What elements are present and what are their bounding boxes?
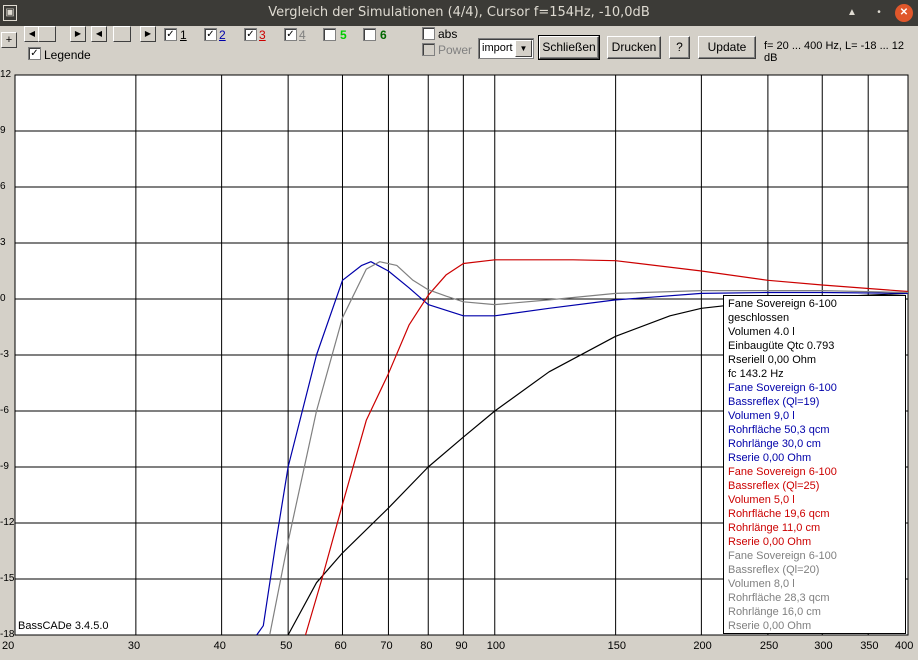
- legend-line: Fane Sovereign 6-100: [728, 550, 837, 562]
- x-tick-label: 70: [380, 640, 393, 652]
- legend-line: Volumen 4.0 l: [728, 326, 795, 338]
- series-2-label: 2: [219, 28, 226, 42]
- chevron-down-icon[interactable]: ▼: [515, 40, 532, 57]
- series-5-label: 5: [340, 28, 347, 42]
- series-1-checkbox[interactable]: ✓: [164, 28, 177, 41]
- x-tick-label: 90: [455, 640, 468, 652]
- y-tick-label: -12: [0, 517, 15, 528]
- step-left-icon[interactable]: ◀: [91, 26, 107, 42]
- legend-line: Einbaugüte Qtc 0.793: [728, 340, 835, 352]
- y-tick-label: -18: [0, 629, 15, 640]
- legend-line: Volumen 8,0 l: [728, 578, 795, 590]
- legend-line: Rohrlänge 30,0 cm: [728, 438, 821, 450]
- series-5-checkbox[interactable]: [323, 28, 336, 41]
- power-checkbox[interactable]: [422, 43, 435, 56]
- y-tick-label: -15: [0, 573, 15, 584]
- x-tick-label: 20: [2, 640, 15, 652]
- legend-line: Bassreflex (Ql=25): [728, 480, 820, 492]
- close-button[interactable]: Schließen: [538, 35, 600, 60]
- print-button[interactable]: Drucken: [607, 36, 661, 59]
- legend-box: Fane Sovereign 6-100 geschlossen Volumen 4…: [723, 295, 906, 634]
- x-tick-label: 250: [759, 640, 779, 652]
- legend-line: Rohrlänge 16,0 cm: [728, 606, 821, 618]
- x-tick-label: 300: [814, 640, 833, 652]
- legend-line: Bassreflex (Ql=19): [728, 396, 820, 408]
- legend-line: geschlossen: [728, 312, 790, 324]
- restore-icon[interactable]: •: [877, 7, 881, 18]
- y-tick-label: -9: [0, 461, 9, 472]
- series-6-label: 6: [380, 28, 387, 42]
- legend-line: Rohrlänge 11,0 cm: [728, 522, 821, 534]
- legend-line: Rohrfläche 28,3 qcm: [728, 592, 830, 604]
- range-info: f= 20 ... 400 Hz, L= -18 ... 12 dB: [764, 40, 905, 64]
- legend-line: Rseriell 0,00 Ohm: [728, 354, 817, 366]
- import-select[interactable]: import ▼: [478, 38, 534, 59]
- window-title: Vergleich der Simulationen (4/4), Cursor…: [268, 5, 650, 20]
- series-6-checkbox[interactable]: [363, 28, 376, 41]
- version-label: BassCADe 3.4.5.0: [18, 620, 109, 632]
- legend-line: Rohrfläche 50,3 qcm: [728, 424, 830, 436]
- legende-label: Legende: [44, 48, 91, 62]
- power-label: Power: [438, 43, 473, 57]
- legende-checkbox[interactable]: ✓: [28, 47, 41, 60]
- close-icon[interactable]: ✕: [895, 4, 913, 22]
- chart-grid: [14, 74, 909, 636]
- series-2-checkbox[interactable]: ✓: [204, 28, 217, 41]
- nav-blank-button[interactable]: [38, 26, 56, 42]
- x-tick-label: 80: [420, 640, 433, 652]
- legend-line: Rohrfläche 19,6 qcm: [728, 508, 830, 520]
- x-tick-label: 60: [334, 640, 347, 652]
- series-1-label: 1: [180, 28, 187, 42]
- abs-checkbox[interactable]: [422, 27, 435, 40]
- app-icon[interactable]: ▣: [3, 5, 17, 21]
- x-tick-label: 350: [860, 640, 879, 652]
- y-tick-label: 9: [0, 125, 6, 136]
- series-3-label: 3: [259, 28, 266, 42]
- legend-line: Volumen 5,0 l: [728, 494, 795, 506]
- x-tick-label: 200: [693, 640, 712, 652]
- y-tick-label: 12: [0, 69, 12, 80]
- series-line-2: [256, 261, 909, 636]
- series-3-checkbox[interactable]: ✓: [244, 28, 257, 41]
- series-4-checkbox[interactable]: ✓: [284, 28, 297, 41]
- update-button[interactable]: Update: [698, 36, 756, 59]
- x-tick-label: 50: [280, 640, 293, 652]
- legend-line: Fane Sovereign 6-100: [728, 298, 837, 310]
- help-button[interactable]: ?: [669, 36, 690, 59]
- legend-line: Bassreflex (Ql=20): [728, 564, 820, 576]
- zoom-plus-button[interactable]: +: [1, 32, 17, 48]
- title-bar: ▣ Vergleich der Simulationen (4/4), Curs…: [0, 0, 918, 26]
- legend-line: fc 143.2 Hz: [728, 368, 784, 380]
- x-tick-label: 100: [486, 640, 506, 652]
- x-tick-label: 30: [127, 640, 141, 652]
- legend-line: Rserie 0,00 Ohm: [728, 452, 812, 464]
- y-tick-label: 6: [0, 181, 6, 192]
- legend-line: Rserie 0,00 Ohm: [728, 536, 812, 548]
- step-right-icon[interactable]: ▶: [70, 26, 86, 42]
- x-tick-label: 400: [895, 640, 914, 652]
- step-right-icon[interactable]: ▶: [140, 26, 156, 42]
- y-tick-label: -3: [0, 349, 9, 360]
- legend-line: Fane Sovereign 6-100: [728, 466, 837, 478]
- series-line-4: [269, 261, 909, 636]
- abs-label: abs: [438, 27, 458, 41]
- y-tick-label: 0: [0, 293, 6, 304]
- series-line-3: [304, 259, 909, 636]
- x-tick-label: 40: [213, 640, 226, 652]
- toolbar: + ◀ ▶ ◀ ▶ ✓ 1 ✓ 2 ✓ 3 ✓ 4 5 6 ✓ Legende …: [0, 26, 918, 68]
- import-select-value: import: [482, 42, 513, 54]
- legend-line: Volumen 9,0 l: [728, 410, 795, 422]
- y-tick-label: 3: [0, 237, 6, 248]
- x-tick-label: 150: [607, 640, 626, 652]
- maximize-icon[interactable]: ▲: [847, 7, 857, 18]
- frequency-response-chart[interactable]: [0, 68, 918, 660]
- y-tick-label: -6: [0, 405, 9, 416]
- legend-line: Rserie 0,00 Ohm: [728, 620, 812, 632]
- legend-line: Fane Sovereign 6-100: [728, 382, 837, 394]
- nav-blank-button[interactable]: [113, 26, 131, 42]
- series-4-label: 4: [299, 28, 306, 42]
